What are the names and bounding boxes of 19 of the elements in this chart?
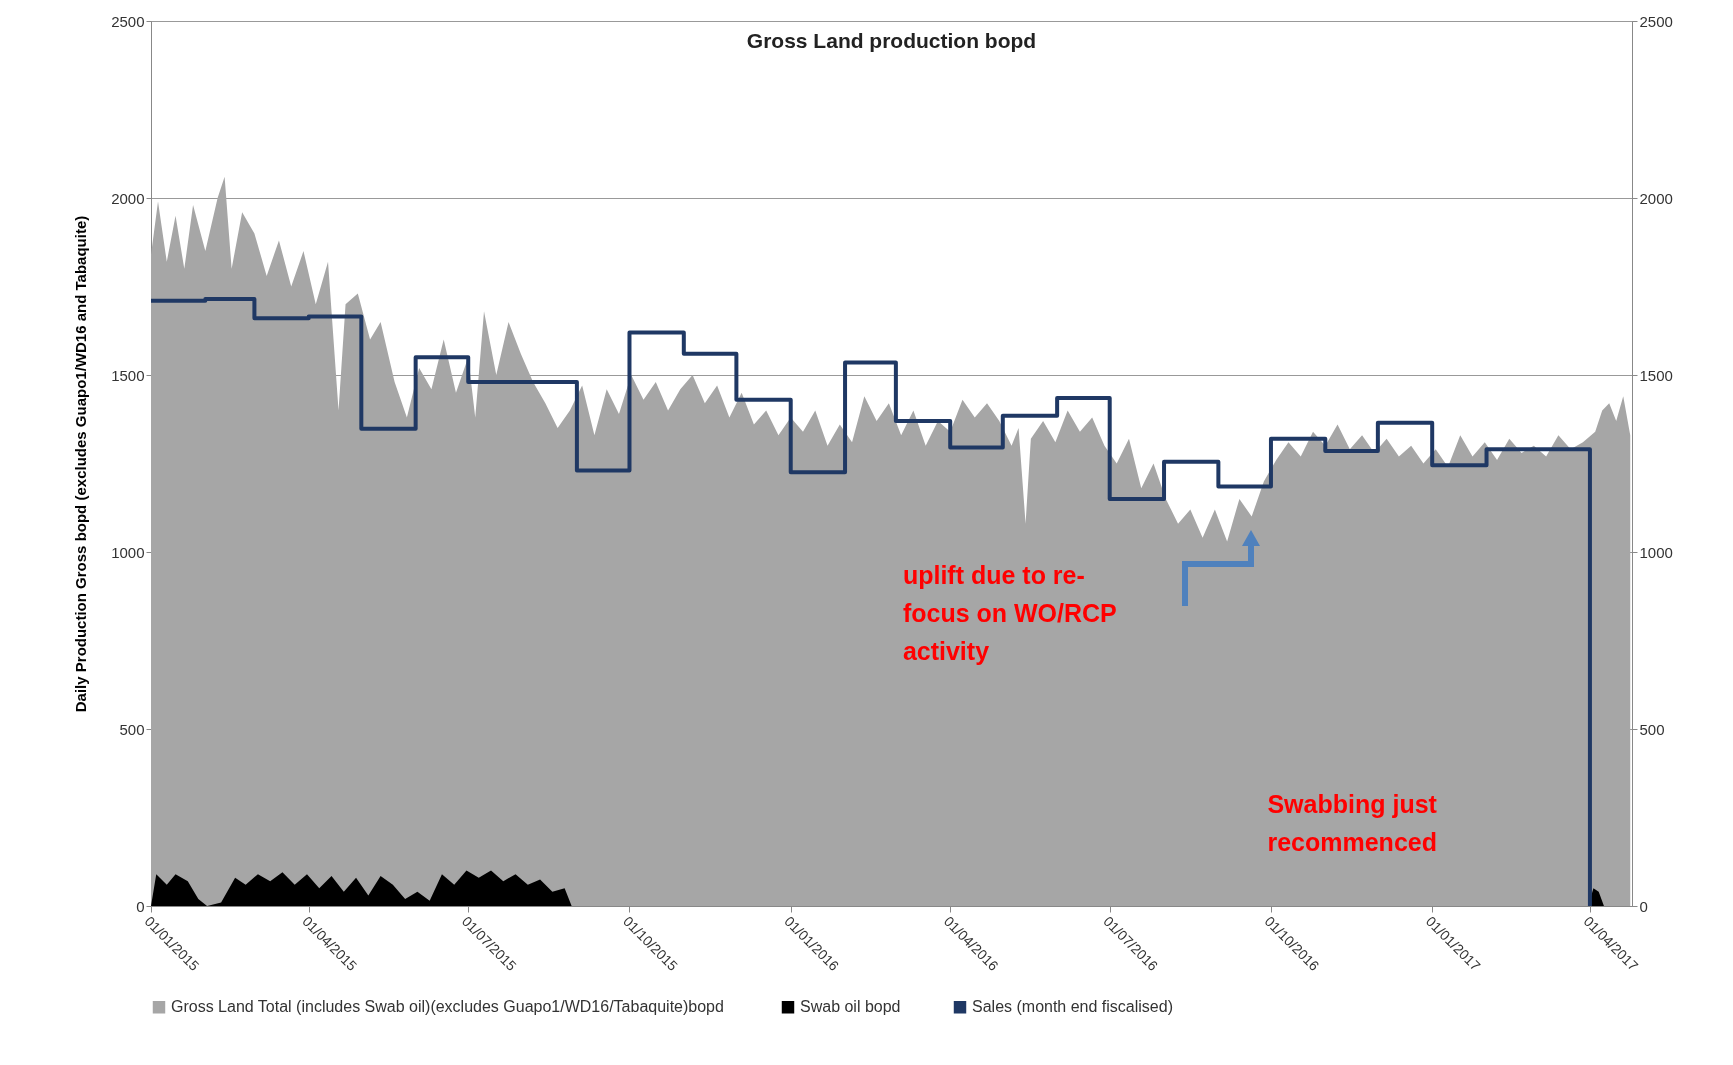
y2-tick-label: 2000: [1639, 189, 1673, 207]
y-tick-label: 0: [136, 897, 145, 915]
annotation: uplift due to re-focus on WO/RCP activity: [902, 561, 1117, 666]
annotation: Swabbing just recommenced: [1267, 789, 1438, 856]
y-tick-label: 2500: [111, 12, 145, 30]
y2-tick-label: 500: [1639, 720, 1665, 738]
legend-label: Gross Land Total (includes Swab oil)(excludes Guapo1/WD16/Tabaquite)bopd: [171, 998, 724, 1016]
y-tick-label: 1000: [111, 543, 145, 561]
chart-title: Gross Land production bopd: [746, 29, 1037, 52]
legend-label: Sales (month end fiscalised): [972, 998, 1173, 1016]
y-tick-label: 500: [119, 720, 145, 738]
y-tick-label: 2000: [111, 189, 145, 207]
y2-tick-label: 0: [1639, 897, 1648, 915]
y-axis-title: Daily Production Gross bopd (excludes Guapo1/WD16 and Tabaquite): [72, 215, 90, 713]
y2-tick-label: 1000: [1639, 543, 1673, 561]
y2-tick-label: 2500: [1639, 12, 1673, 30]
y2-tick-label: 1500: [1639, 366, 1673, 384]
legend-label: Swab oil bopd: [800, 998, 901, 1016]
y-tick-label: 1500: [111, 366, 145, 384]
